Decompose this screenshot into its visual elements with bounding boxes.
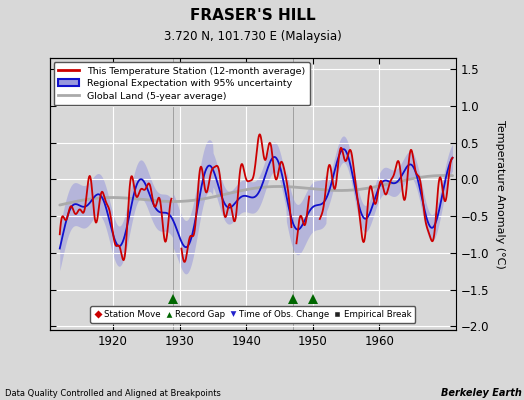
Text: FRASER'S HILL: FRASER'S HILL bbox=[190, 8, 315, 23]
Text: Berkeley Earth: Berkeley Earth bbox=[441, 388, 521, 398]
Text: Data Quality Controlled and Aligned at Breakpoints: Data Quality Controlled and Aligned at B… bbox=[5, 389, 221, 398]
Text: 3.720 N, 101.730 E (Malaysia): 3.720 N, 101.730 E (Malaysia) bbox=[164, 30, 342, 43]
Legend: Station Move, Record Gap, Time of Obs. Change, Empirical Break: Station Move, Record Gap, Time of Obs. C… bbox=[90, 306, 416, 323]
Y-axis label: Temperature Anomaly (°C): Temperature Anomaly (°C) bbox=[495, 120, 505, 268]
